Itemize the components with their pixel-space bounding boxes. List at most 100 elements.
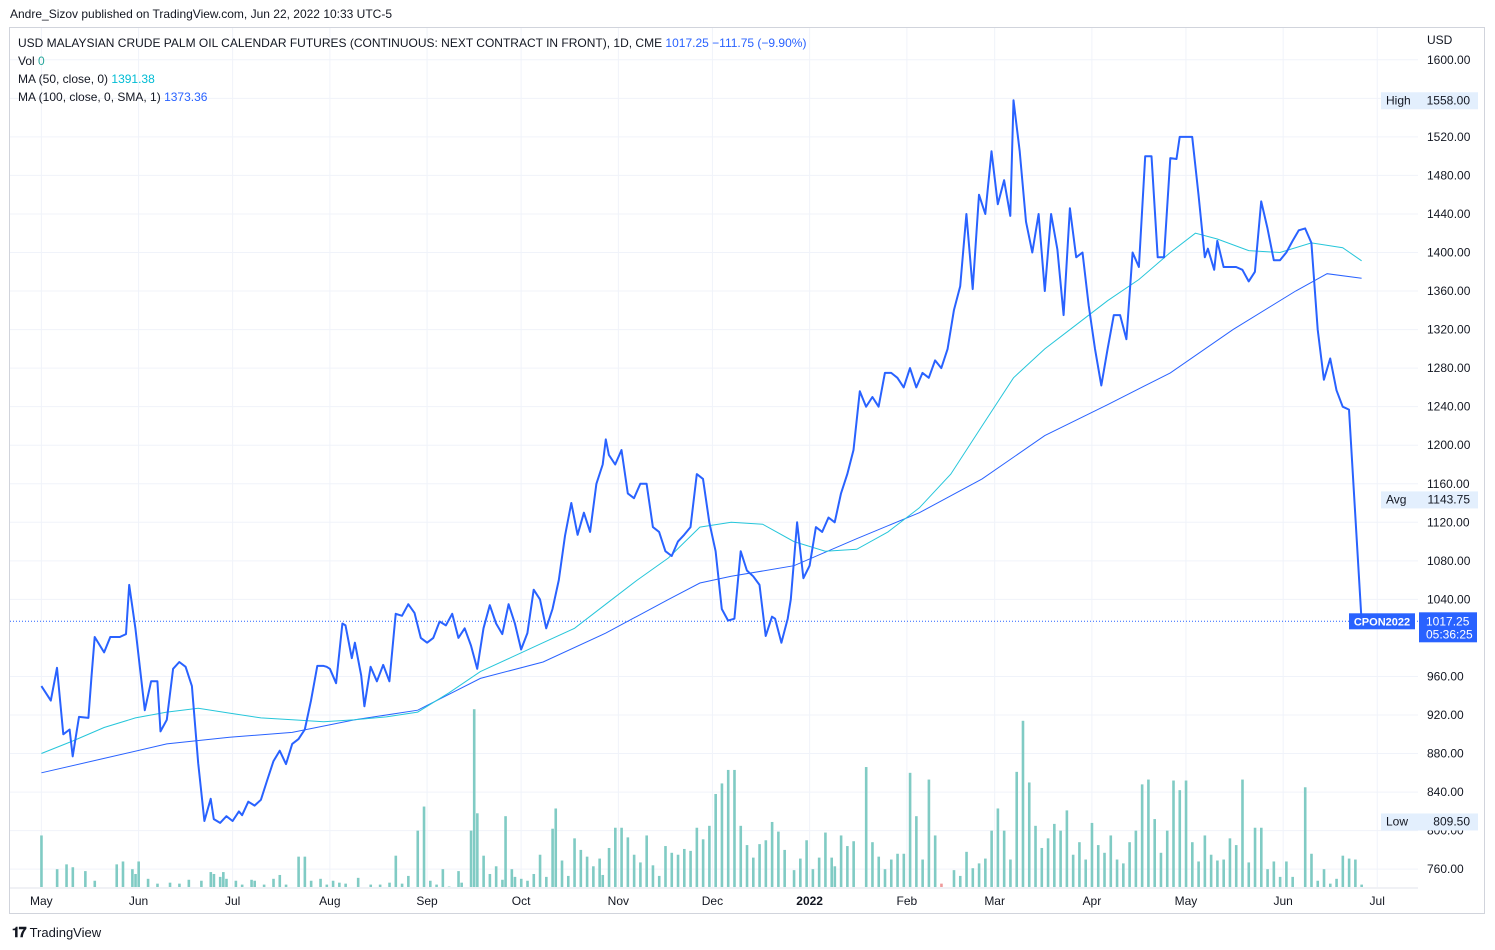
volume-bar [579, 849, 583, 887]
volume-bar [984, 858, 987, 887]
legend-ma100-row[interactable]: MA (100, close, 0, SMA, 1) 1373.36 [18, 88, 806, 106]
y-axis-tick-label: 1120.00 [1427, 515, 1470, 529]
volume-bar [927, 779, 931, 887]
volume-bar [598, 858, 601, 887]
last-price-tag: 1017.25 [1426, 614, 1470, 628]
volume-bar [156, 883, 159, 887]
volume-bar [817, 857, 821, 887]
volume-bar [958, 875, 962, 887]
volume-bar [344, 883, 347, 887]
volume-bar [476, 813, 479, 887]
volume-bar [146, 878, 150, 887]
volume-bar [1197, 861, 1200, 887]
volume-bar [378, 884, 382, 887]
volume-bar [701, 839, 705, 887]
publisher-line: Andre_Sizov published on TradingView.com… [10, 7, 393, 21]
volume-bar [137, 861, 140, 887]
volume-bar [921, 859, 924, 887]
volume-bar [303, 856, 307, 887]
volume-bar [846, 846, 849, 887]
y-axis-tick-label: 880.00 [1427, 747, 1464, 761]
y-axis-tick-label: 1360.00 [1427, 284, 1471, 298]
volume-bar [1347, 858, 1351, 887]
y-axis-tick-label: 1280.00 [1427, 361, 1471, 375]
volume-bar [93, 880, 97, 887]
y-axis-tick-label: 1240.00 [1427, 400, 1471, 414]
chart-legend: USD MALAYSIAN CRUDE PALM OIL CALENDAR FU… [18, 34, 806, 106]
volume-bar [488, 873, 492, 887]
volume-bar [1122, 863, 1125, 887]
volume-bar [877, 856, 881, 887]
volume-bar [601, 874, 605, 887]
y-axis-tick-label: 1160.00 [1427, 477, 1470, 491]
volume-bar [278, 874, 282, 887]
x-axis-tick-label: Nov [608, 894, 629, 908]
volume-bar [394, 855, 398, 887]
volume-bar [225, 878, 228, 887]
price-line [40, 99, 1363, 824]
volume-bar [551, 828, 554, 887]
volume-bar [388, 882, 391, 887]
volume-bar [65, 864, 68, 887]
legend-symbol-row[interactable]: USD MALAYSIAN CRUDE PALM OIL CALENDAR FU… [18, 34, 806, 52]
y-axis-tick-label: 1200.00 [1427, 438, 1471, 452]
brand-name: TradingView [29, 925, 102, 940]
volume-bar [676, 854, 680, 887]
volume-bar [751, 857, 755, 887]
volume-bar [526, 880, 529, 887]
x-axis-tick-label: Jul [225, 894, 240, 908]
volume-bar [469, 830, 473, 887]
volume-bar [482, 855, 485, 887]
volume-bar [513, 876, 517, 887]
volume-label: Vol [18, 54, 35, 68]
volume-bar [632, 854, 636, 887]
volume-bar [168, 882, 172, 887]
ticker-tag-bg [1349, 613, 1415, 630]
x-axis-tick-label: Feb [897, 894, 918, 908]
x-axis-tick-label: Jun [1273, 894, 1292, 908]
chart-frame[interactable] [9, 27, 1485, 914]
volume-bar [1266, 869, 1269, 887]
volume-bar [971, 868, 975, 887]
volume-bar [218, 876, 222, 887]
volume-bar [585, 856, 589, 887]
last-price-tag-bg [1419, 612, 1477, 643]
volume-bar [554, 808, 558, 887]
volume-bar [131, 869, 134, 887]
volume-bar [284, 884, 288, 887]
volume-bar [1090, 822, 1094, 887]
x-axis-tick-label: May [1175, 894, 1198, 908]
tradingview-footer[interactable]: 𝟏𝟕 TradingView [12, 924, 101, 941]
x-axis-tick-label: Sep [416, 894, 438, 908]
volume-bar [319, 878, 322, 887]
volume-bar [1078, 842, 1081, 887]
volume-bar [1316, 880, 1320, 887]
symbol-title: USD MALAYSIAN CRUDE PALM OIL CALENDAR FU… [18, 36, 663, 50]
y-axis-tick-label: 1320.00 [1427, 323, 1471, 337]
volume-bar [889, 859, 893, 887]
volume-bar [620, 827, 623, 887]
ma100-value: 1373.36 [164, 90, 208, 104]
y-axis-tick-label: 1400.00 [1427, 246, 1471, 260]
volume-bar [695, 827, 699, 887]
volume-bar [1065, 810, 1069, 887]
volume-bar [1159, 852, 1163, 887]
volume-bar [990, 830, 993, 887]
legend-volume-row[interactable]: Vol 0 [18, 52, 806, 70]
y-axis-tick-label: 1600.00 [1427, 53, 1471, 67]
volume-bar [783, 849, 786, 887]
volume-bar [758, 844, 761, 887]
volume-bar [1021, 720, 1025, 887]
volume-bar [573, 838, 576, 887]
legend-ma50-row[interactable]: MA (50, close, 0) 1391.38 [18, 70, 806, 88]
tradingview-logo-icon: 𝟏𝟕 [12, 924, 27, 940]
volume-bar [1140, 784, 1144, 887]
volume-bar [519, 878, 523, 887]
avg-tag-label: Avg [1386, 492, 1406, 506]
volume-bar [726, 769, 730, 887]
volume-bar [1015, 771, 1019, 887]
volume-bar [1247, 862, 1251, 887]
volume-bar [532, 873, 536, 887]
volume-bar [212, 873, 216, 887]
